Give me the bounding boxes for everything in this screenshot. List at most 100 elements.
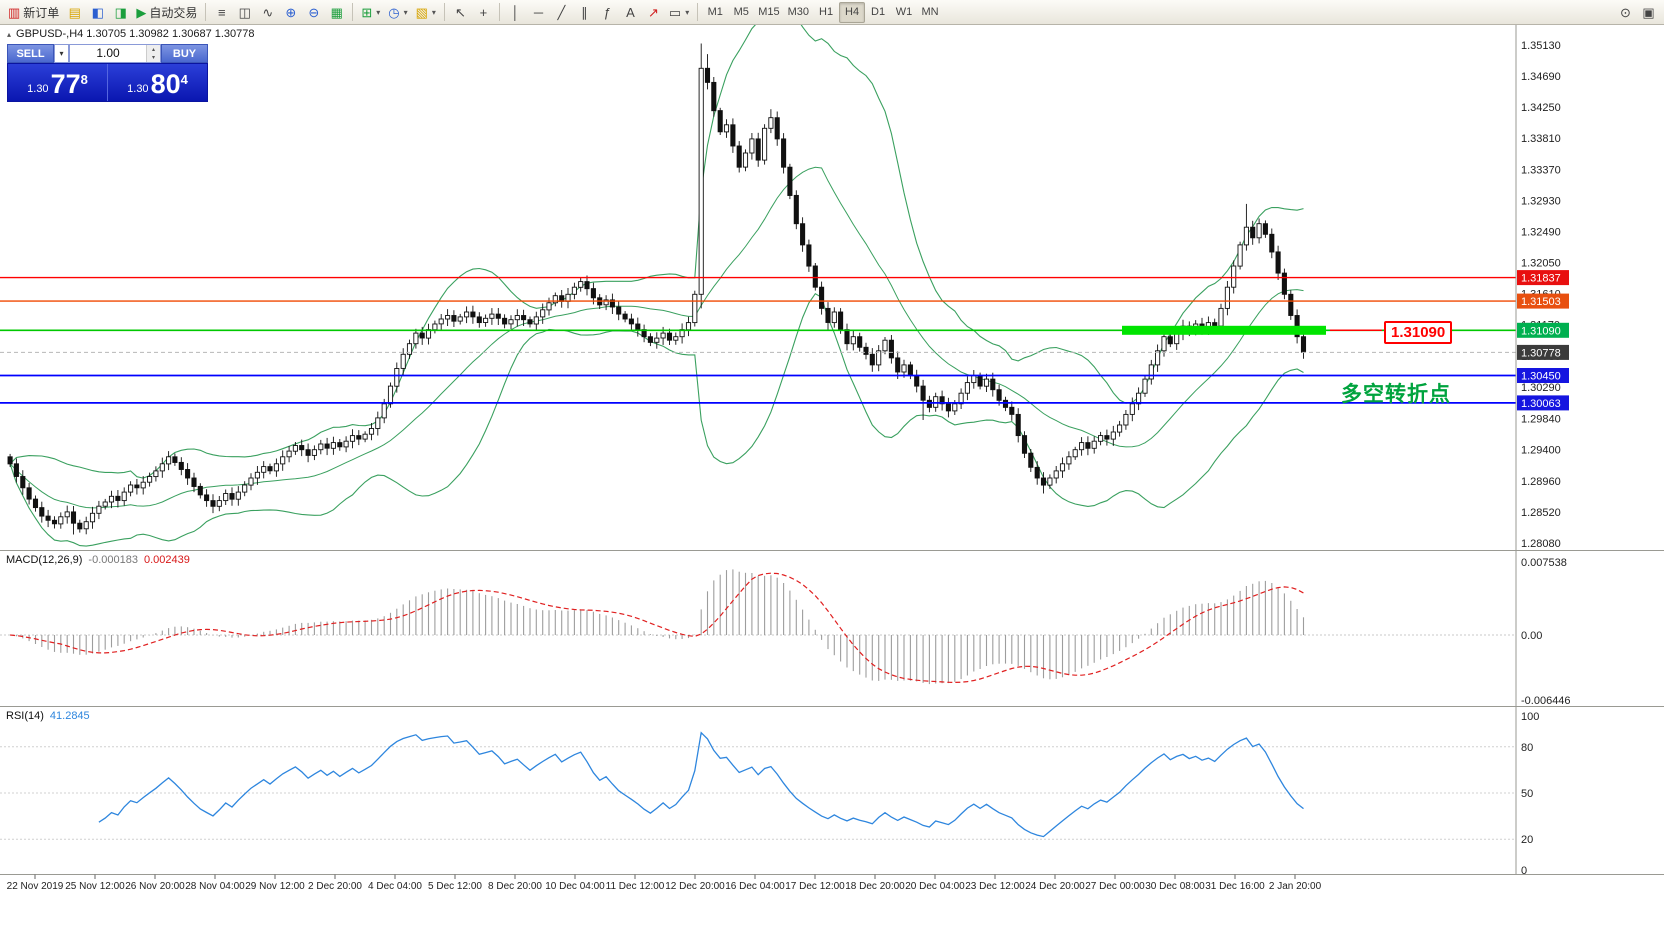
tile-windows-button[interactable]: ▦ <box>325 2 348 23</box>
macd-histogram <box>15 569 1305 685</box>
time-label: 24 Dec 20:00 <box>1025 881 1085 892</box>
volume-value[interactable]: 1.00 <box>96 46 120 60</box>
bull-bear-turning-point-annotation: 多空转折点 <box>1341 383 1451 406</box>
layout-button[interactable]: ▣ <box>1637 2 1660 23</box>
macd-axis-max: 0.007538 <box>1521 557 1567 569</box>
indicators-button[interactable]: ⊞ ▾ <box>357 2 384 23</box>
rsi-pane[interactable] <box>0 731 1516 840</box>
price-tick: 1.34690 <box>1521 71 1561 83</box>
time-label: 28 Nov 04:00 <box>185 881 245 892</box>
price-level-box <box>1517 395 1569 411</box>
macd-axis-zero: 0.00 <box>1521 630 1542 642</box>
time-label: 23 Dec 12:00 <box>965 881 1025 892</box>
profiles-button[interactable]: ◧ <box>86 2 109 23</box>
arrow-tool-button[interactable]: ↗ <box>642 2 665 23</box>
charts-button[interactable]: ▤ <box>63 2 86 23</box>
fibonacci-icon: ƒ <box>603 4 612 20</box>
zoom-out-button[interactable]: ⊖ <box>302 2 325 23</box>
timeframe-m1-button[interactable]: M1 <box>702 2 728 23</box>
zoom-out-icon: ⊖ <box>308 4 320 20</box>
time-label: 20 Dec 04:00 <box>905 881 965 892</box>
timeframe-d1-button[interactable]: D1 <box>865 2 891 23</box>
text-tool-button[interactable]: A <box>619 2 642 23</box>
support-zone-highlight[interactable] <box>1122 325 1326 335</box>
price-level-box-label: 1.30450 <box>1521 371 1561 383</box>
search-button[interactable]: ⊙ <box>1614 2 1637 23</box>
zoom-in-button[interactable]: ⊕ <box>279 2 302 23</box>
sell-price-button[interactable]: 1.30 77 8 <box>8 64 107 101</box>
line-chart-button[interactable]: ∿ <box>256 2 279 23</box>
horizontal-line-tool-button[interactable]: ─ <box>527 2 550 23</box>
timeframe-w1-button[interactable]: W1 <box>891 2 917 23</box>
macd-signal-line <box>10 572 1304 684</box>
market-watch-button[interactable]: ◨ <box>109 2 132 23</box>
time-label: 8 Dec 20:00 <box>488 881 542 892</box>
time-label: 18 Dec 20:00 <box>845 881 905 892</box>
vertical-line-icon: │ <box>511 4 520 20</box>
macd-pane[interactable] <box>0 569 1516 685</box>
price-level-box-label: 1.31837 <box>1521 273 1561 285</box>
bid-price-big: 77 <box>50 69 81 99</box>
bid-price-small: 1.30 <box>27 83 49 95</box>
rsi-axis-tick: 100 <box>1521 711 1539 723</box>
volume-up-button[interactable]: ▴ <box>147 45 160 54</box>
price-level-box <box>1517 293 1569 309</box>
time-label: 5 Dec 12:00 <box>428 881 482 892</box>
price-tick: 1.32050 <box>1521 258 1561 270</box>
fibonacci-tool-button[interactable]: ƒ <box>596 2 619 23</box>
time-label: 4 Dec 04:00 <box>368 881 422 892</box>
rsi-value: 41.2845 <box>49 710 90 722</box>
templates-icon: ▧ <box>415 4 428 20</box>
bar-chart-button[interactable]: ≡ <box>210 2 233 23</box>
time-label: 31 Dec 16:00 <box>1205 881 1265 892</box>
price-level-box <box>1517 322 1569 338</box>
time-label: 17 Dec 12:00 <box>785 881 845 892</box>
new-order-button[interactable]: ▥ 新订单 <box>4 2 63 23</box>
shapes-tool-button[interactable]: ▭ ▾ <box>665 2 693 23</box>
buy-price-button[interactable]: 1.30 80 4 <box>108 64 207 101</box>
price-callout-1.31090[interactable]: 1.31090 <box>1384 321 1453 344</box>
timeframe-h1-button[interactable]: H1 <box>813 2 839 23</box>
time-label: 30 Dec 08:00 <box>1145 881 1205 892</box>
timeframe-m15-button[interactable]: M15 <box>754 2 783 23</box>
bollinger-upper <box>9 24 1304 479</box>
buy-button[interactable]: BUY <box>161 44 208 63</box>
autotrading-label: 自动交易 <box>149 5 198 20</box>
timeframe-m5-button[interactable]: M5 <box>728 2 754 23</box>
sell-button[interactable]: SELL <box>7 44 54 63</box>
rsi-axis-tick: 0 <box>1521 865 1527 877</box>
bar-chart-icon: ≡ <box>218 4 226 20</box>
volume-field[interactable]: 1.00 ▴ ▾ <box>69 44 161 63</box>
candle-chart-button[interactable]: ◫ <box>233 2 256 23</box>
autotrading-button[interactable]: ▶ 自动交易 <box>132 2 201 23</box>
time-label: 22 Nov 2019 <box>7 881 64 892</box>
price-divider <box>107 64 108 101</box>
toolbar: ▥ 新订单 ▤ ◧ ◨ ▶ 自动交易 ≡ ◫ ∿ ⊕ ⊖ ▦ ⊞ ▾ ◷ ▾ ▧ ▾ … <box>0 0 1664 25</box>
timeframe-m30-button[interactable]: M30 <box>784 2 813 23</box>
trendline-tool-button[interactable]: ╱ <box>550 2 573 23</box>
price-tick: 1.30290 <box>1521 382 1561 394</box>
crosshair-tool-button[interactable]: + <box>472 2 495 23</box>
toolbar-separator <box>697 3 699 21</box>
layout-icon: ▣ <box>1642 4 1655 20</box>
templates-button[interactable]: ▧ ▾ <box>412 2 440 23</box>
rsi-indicator-label: RSI(14) 41.2845 <box>6 710 90 722</box>
timeframe-h4-button[interactable]: H4 <box>839 1 866 23</box>
toolbar-separator <box>352 3 354 21</box>
volume-down-button[interactable]: ▾ <box>147 53 160 62</box>
order-type-dropdown[interactable]: ▾ <box>54 44 69 63</box>
cursor-tool-button[interactable]: ↖ <box>449 2 472 23</box>
candle-chart-icon: ◫ <box>238 4 251 20</box>
charts-icon: ▤ <box>68 4 81 20</box>
channel-tool-button[interactable]: ∥ <box>573 2 596 23</box>
time-label: 2 Dec 20:00 <box>308 881 362 892</box>
text-tool-icon: A <box>626 4 635 20</box>
periods-button[interactable]: ◷ ▾ <box>384 2 411 23</box>
arrow-tool-icon: ↗ <box>647 4 659 20</box>
timeframe-mn-button[interactable]: MN <box>917 2 943 23</box>
macd-name: MACD(12,26,9) <box>6 554 83 566</box>
vertical-line-tool-button[interactable]: │ <box>504 2 527 23</box>
rsi-name: RSI(14) <box>6 710 44 722</box>
main-price-pane[interactable] <box>0 2 1516 547</box>
